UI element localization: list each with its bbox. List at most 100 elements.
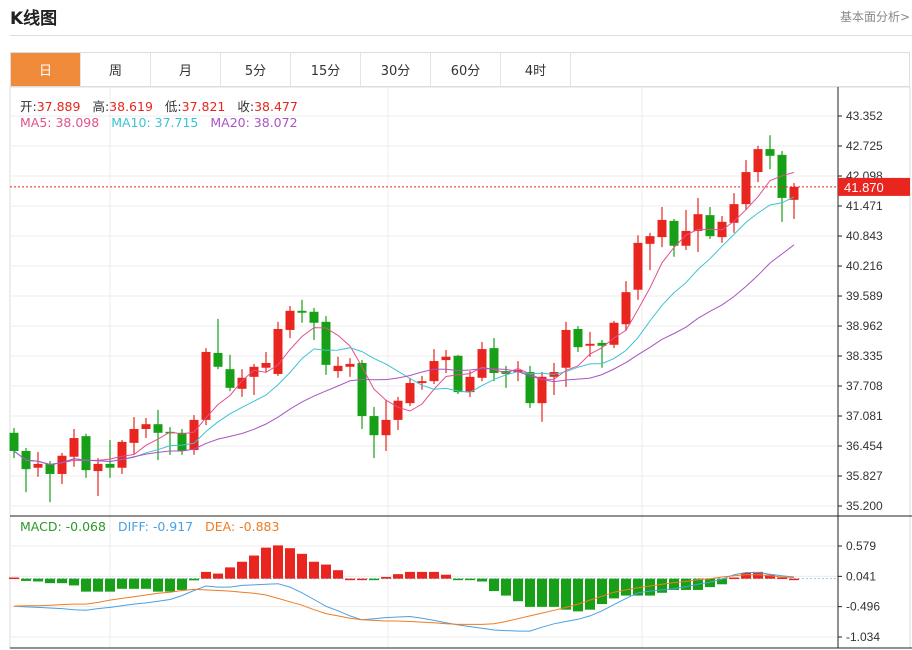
tab-15min[interactable]: 15分 (291, 53, 361, 86)
macd-bar (489, 578, 499, 592)
candle-body (345, 363, 355, 367)
macd-bar (669, 578, 679, 590)
candle-body (201, 351, 211, 420)
candle-body (393, 400, 403, 420)
candle-body (261, 362, 271, 368)
candle-body (417, 381, 427, 384)
candle (753, 145, 763, 183)
candle (189, 415, 199, 455)
macd-bar (633, 578, 643, 596)
price-tick-label: 40.843 (846, 229, 883, 243)
macd-bar (213, 573, 223, 579)
tab-week[interactable]: 周 (81, 53, 151, 86)
tab-4hour[interactable]: 4时 (501, 53, 571, 86)
macd-info: MACD: -0.068 DIFF: -0.917 DEA: -0.883 (20, 519, 287, 534)
macd-bar (597, 578, 607, 605)
price-tick-label: 35.200 (846, 499, 883, 513)
candle-body (225, 369, 235, 388)
macd-bar (537, 578, 547, 607)
candle (57, 452, 67, 484)
macd-bar (789, 578, 799, 581)
macd-bar (297, 553, 307, 579)
macd-bar (33, 578, 43, 582)
candle (249, 363, 259, 396)
tab-month[interactable]: 月 (151, 53, 221, 86)
candle-body (537, 376, 547, 404)
candle-body (573, 328, 583, 348)
candle-body (297, 310, 307, 313)
candle-body (57, 455, 67, 474)
macd-bar (333, 570, 343, 579)
candle (405, 377, 415, 407)
macd-bar (57, 578, 67, 584)
macd-bar (249, 555, 259, 579)
macd-bar (621, 578, 631, 596)
tab-day[interactable]: 日 (11, 53, 81, 86)
candle (213, 318, 223, 370)
candle (657, 206, 667, 248)
candle-body (489, 348, 499, 374)
candle (765, 135, 775, 170)
candle-body (789, 186, 799, 200)
macd-bar (237, 561, 247, 579)
macd-value: MACD: -0.068 (20, 519, 106, 534)
candle-body (405, 383, 415, 404)
macd-bar (273, 545, 283, 579)
candle-body (9, 432, 19, 451)
price-tick-label: 39.589 (846, 289, 883, 303)
candle (273, 321, 283, 376)
macd-bar (573, 578, 583, 612)
close-label: 收: (237, 99, 255, 114)
candle (633, 235, 643, 300)
candle (609, 320, 619, 349)
macd-bar (477, 578, 487, 582)
price-tick-label: 38.335 (846, 349, 883, 363)
macd-bar (417, 571, 427, 579)
macd-bar (777, 577, 787, 580)
candle (489, 338, 499, 382)
macd-bar (105, 578, 115, 592)
tab-30min[interactable]: 30分 (361, 53, 431, 86)
high-value: 38.619 (109, 99, 153, 114)
tab-60min[interactable]: 60分 (431, 53, 501, 86)
current-price-label: 41.870 (844, 180, 884, 195)
macd-bar (321, 564, 331, 579)
tab-5min[interactable]: 5分 (221, 53, 291, 86)
candle (9, 428, 19, 459)
ma5-value: MA5: 38.098 (20, 115, 100, 130)
candle (681, 209, 691, 251)
candle (621, 281, 631, 331)
macd-bar (285, 548, 295, 579)
macd-bar (753, 571, 763, 579)
candle (117, 439, 127, 474)
page-title: K线图 (10, 9, 58, 29)
macd-bar (609, 578, 619, 599)
candle-body (645, 236, 655, 244)
candle (81, 433, 91, 478)
macd-tick-label: -1.034 (846, 630, 880, 644)
candle (297, 299, 307, 323)
close-value: 38.477 (254, 99, 298, 114)
macd-bar (513, 578, 523, 602)
candle (21, 448, 31, 493)
candle (417, 375, 427, 390)
candle (729, 193, 739, 233)
candle-body (453, 355, 463, 393)
macd-bar (705, 578, 715, 588)
candle-body (69, 438, 79, 457)
macd-bar (657, 578, 667, 593)
macd-bar (453, 578, 463, 581)
low-label: 低: (164, 99, 182, 114)
macd-bar (441, 574, 451, 579)
candle-body (309, 311, 319, 323)
macd-bar (525, 578, 535, 607)
fundamental-analysis-link[interactable]: 基本面分析> (839, 10, 910, 24)
candle-body (33, 463, 43, 468)
candle-body (477, 349, 487, 378)
candle-body (117, 441, 127, 468)
candle (345, 358, 355, 377)
low-value: 37.821 (181, 99, 226, 114)
macd-tick-label: -0.496 (846, 600, 880, 614)
candle-body (429, 361, 439, 382)
